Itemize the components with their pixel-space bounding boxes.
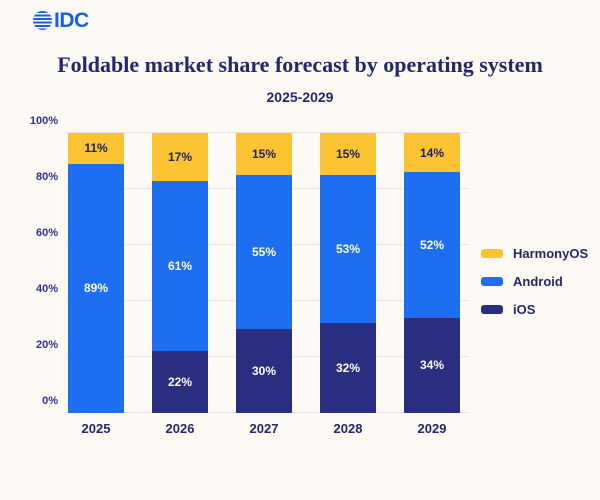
- bar-label-ios-2028: 32%: [335, 361, 361, 376]
- bar-label-ios-2026: 22%: [167, 375, 193, 390]
- segment-harmonyos-2028: 15%: [320, 133, 376, 176]
- bar-label-ios-2027: 30%: [251, 364, 277, 378]
- bar-2027: 30% 55% 15%: [236, 133, 292, 413]
- idc-globe-icon: [33, 11, 52, 30]
- idc-logo: IDC: [33, 10, 89, 31]
- bar-label-harmonyos-2026: 17%: [167, 149, 193, 164]
- segment-android-2026: 61%: [152, 180, 208, 352]
- segment-harmonyos-2026: 17%: [152, 133, 208, 181]
- idc-logo-text: IDC: [54, 9, 89, 32]
- legend-label-ios: iOS: [513, 302, 536, 317]
- chart-title: Foldable market share forecast by operat…: [57, 52, 543, 77]
- segment-harmonyos-2027: 15%: [236, 133, 292, 175]
- bar-label-harmonyos-2029: 14%: [419, 145, 445, 160]
- bar-2029: 34% 52% 14%: [404, 133, 460, 413]
- x-tick-2025: 2025: [81, 421, 111, 436]
- segment-harmonyos-2025: 11%: [68, 133, 124, 164]
- bar-label-android-2025: 89%: [83, 281, 109, 296]
- legend-swatch-harmonyos: [481, 249, 503, 258]
- segment-android-2028: 53%: [320, 175, 376, 324]
- segment-android-2027: 55%: [236, 175, 292, 329]
- segment-android-2029: 52%: [404, 172, 460, 318]
- x-tick-2029: 2029: [417, 421, 447, 436]
- segment-harmonyos-2029: 14%: [404, 133, 460, 173]
- bar-2026: 22% 61% 17%: [152, 133, 208, 413]
- bar-2028: 32% 53% 15%: [320, 133, 376, 413]
- bar-label-harmonyos-2027: 15%: [251, 147, 277, 161]
- y-tick-60: 60%: [35, 227, 58, 239]
- legend-swatch-ios: [481, 305, 503, 314]
- chart-subtitle: 2025-2029: [266, 89, 334, 105]
- chart-plot: 0% 20% 40% 60% 80% 100% 89% 11% 2025 22% 61% 17% 202…: [30, 115, 470, 436]
- legend-swatch-android: [481, 277, 503, 286]
- chart-legend: HarmonyOS Android iOS: [481, 246, 588, 317]
- legend-item-ios: iOS: [481, 302, 588, 317]
- bar-2025: 89% 11%: [68, 133, 124, 413]
- gridline-100: [66, 132, 470, 133]
- bar-label-android-2029: 52%: [419, 238, 445, 253]
- legend-label-android: Android: [513, 274, 563, 289]
- y-tick-80: 80%: [35, 171, 58, 183]
- x-tick-2028: 2028: [333, 421, 363, 436]
- legend-item-android: Android: [481, 274, 588, 289]
- segment-ios-2028: 32%: [320, 323, 376, 413]
- segment-ios-2026: 22%: [152, 351, 208, 413]
- segment-android-2025: 89%: [68, 163, 124, 413]
- segment-ios-2027: 30%: [236, 329, 292, 413]
- x-tick-2027: 2027: [249, 421, 279, 436]
- bar-label-ios-2029: 34%: [419, 358, 445, 373]
- segment-ios-2029: 34%: [404, 317, 460, 413]
- legend-item-harmonyos: HarmonyOS: [481, 246, 588, 261]
- y-tick-20: 20%: [35, 339, 58, 351]
- bar-label-android-2028: 53%: [335, 242, 361, 257]
- y-tick-100: 100%: [29, 115, 58, 127]
- bar-label-android-2027: 55%: [251, 245, 277, 259]
- y-tick-40: 40%: [35, 283, 58, 295]
- bar-label-android-2026: 61%: [167, 259, 193, 273]
- x-tick-2026: 2026: [165, 421, 195, 436]
- bar-label-harmonyos-2025: 11%: [84, 141, 108, 156]
- y-tick-0: 0%: [42, 395, 58, 407]
- bar-label-harmonyos-2028: 15%: [335, 147, 361, 162]
- legend-label-harmonyos: HarmonyOS: [513, 246, 589, 261]
